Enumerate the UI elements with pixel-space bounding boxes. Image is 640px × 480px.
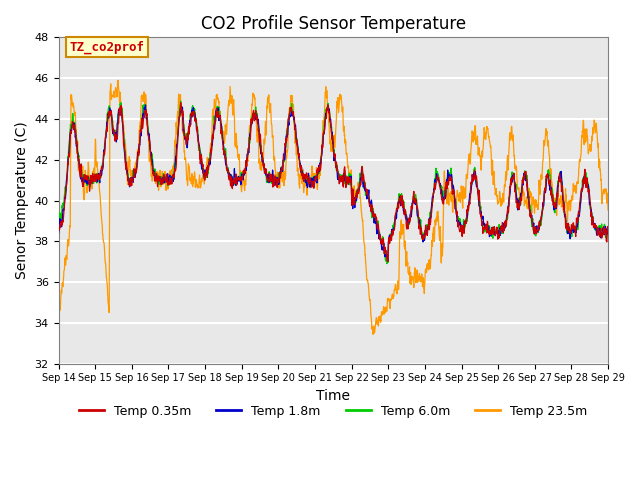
Y-axis label: Senor Temperature (C): Senor Temperature (C) — [15, 121, 29, 279]
Legend: Temp 0.35m, Temp 1.8m, Temp 6.0m, Temp 23.5m: Temp 0.35m, Temp 1.8m, Temp 6.0m, Temp 2… — [74, 400, 593, 423]
Title: CO2 Profile Sensor Temperature: CO2 Profile Sensor Temperature — [201, 15, 466, 33]
X-axis label: Time: Time — [316, 389, 350, 403]
Text: TZ_co2prof: TZ_co2prof — [70, 40, 145, 54]
